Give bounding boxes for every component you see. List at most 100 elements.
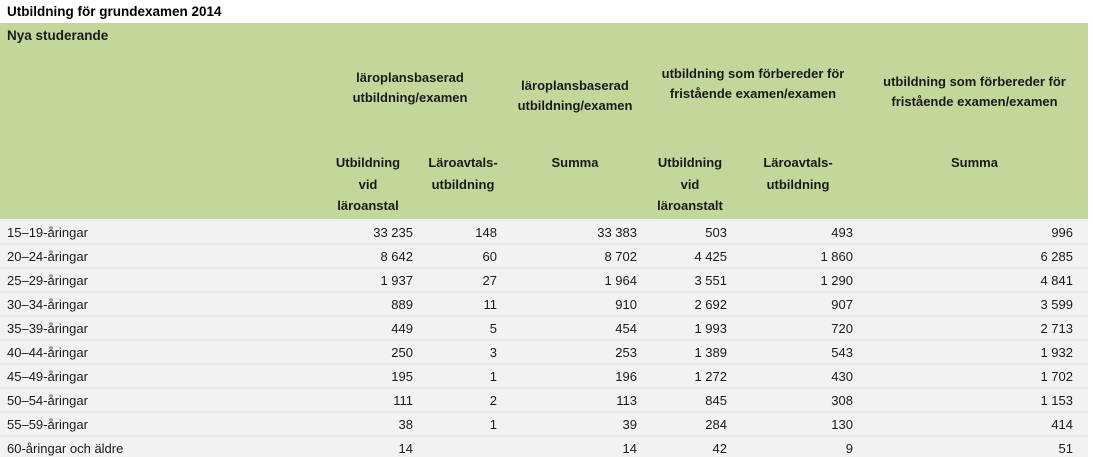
row-label: 30–34-åringar: [0, 291, 315, 316]
cell-value: 111: [315, 387, 421, 412]
row-label: 40–44-åringar: [0, 339, 315, 364]
cell-value: 2 713: [861, 315, 1089, 340]
cell-value: 51: [861, 435, 1089, 457]
cell-value: 2: [421, 387, 505, 412]
cell-value: 1 702: [861, 363, 1089, 388]
cell-value: 1 964: [505, 267, 645, 292]
cell-value: 284: [645, 411, 735, 436]
row-label: 20–24-åringar: [0, 243, 315, 268]
cell-value: 1 860: [735, 243, 861, 268]
row-label: 15–19-åringar: [0, 219, 315, 244]
table-row: 15–19-åringar 33 235 148 33 383 503 493 996: [0, 219, 1089, 244]
cell-value: 250: [315, 339, 421, 364]
cell-value: 11: [421, 291, 505, 316]
cell-value: 2 692: [645, 291, 735, 316]
cell-value: 503: [645, 219, 735, 244]
row-label: 55–59-åringar: [0, 411, 315, 436]
cell-value: 889: [315, 291, 421, 316]
row-label: 45–49-åringar: [0, 363, 315, 388]
cell-value: 3: [421, 339, 505, 364]
cell-value: 1 290: [735, 267, 861, 292]
cell-value: 148: [421, 219, 505, 244]
column-header-utbildning-vid-laroanstalt: Utbildning vid läroanstalt: [645, 149, 735, 220]
table-row: 60-åringar och äldre 14 14 42 9 51: [0, 435, 1089, 457]
cell-value: 253: [505, 339, 645, 364]
cell-value: 8 642: [315, 243, 421, 268]
cell-value: 195: [315, 363, 421, 388]
cell-value: 308: [735, 387, 861, 412]
table-row: 20–24-åringar 8 642 60 8 702 4 425 1 860 6 285: [0, 243, 1089, 268]
cell-value: 1 993: [645, 315, 735, 340]
table-body: 15–19-åringar 33 235 148 33 383 503 493 996 20–…: [0, 219, 1089, 457]
cell-value: 430: [735, 363, 861, 388]
cell-value: 1 937: [315, 267, 421, 292]
row-label: 60-åringar och äldre: [0, 435, 315, 457]
cell-value: 3 599: [861, 291, 1089, 316]
cell-value: 910: [505, 291, 645, 316]
data-table: Nya studerande läroplansbaserad utbildni…: [0, 23, 1089, 457]
group-header-fristaende-summa: utbildning som förbereder för fristående…: [861, 54, 1089, 149]
cell-value: 39: [505, 411, 645, 436]
cell-value: 493: [735, 219, 861, 244]
cell-value: 720: [735, 315, 861, 340]
cell-value: 449: [315, 315, 421, 340]
table-header: Nya studerande läroplansbaserad utbildni…: [0, 23, 1089, 220]
cell-value: 1 153: [861, 387, 1089, 412]
table-row: 40–44-åringar 250 3 253 1 389 543 1 932: [0, 339, 1089, 364]
column-header-laroavtalsutbildning-2: Läroavtals- utbildning: [735, 149, 861, 220]
table-subtitle: Nya studerande: [0, 23, 1089, 54]
cell-value: 543: [735, 339, 861, 364]
table-row: 35–39-åringar 449 5 454 1 993 720 2 713: [0, 315, 1089, 340]
cell-value: 4 841: [861, 267, 1089, 292]
cell-value: 1: [421, 363, 505, 388]
cell-value: 14: [315, 435, 421, 457]
cell-value: 33 383: [505, 219, 645, 244]
table-row: 50–54-åringar 111 2 113 845 308 1 153: [0, 387, 1089, 412]
group-header-row: läroplansbaserad utbildning/examen lärop…: [0, 54, 1089, 149]
cell-value: 27: [421, 267, 505, 292]
cell-value: 196: [505, 363, 645, 388]
cell-value: 8 702: [505, 243, 645, 268]
cell-value: 1: [421, 411, 505, 436]
corner-cell: [0, 54, 315, 149]
cell-value: 130: [735, 411, 861, 436]
cell-value: 1 932: [861, 339, 1089, 364]
cell-value: 33 235: [315, 219, 421, 244]
cell-value: 6 285: [861, 243, 1089, 268]
cell-value: 14: [505, 435, 645, 457]
cell-value: 38: [315, 411, 421, 436]
cell-value: [421, 435, 505, 457]
column-header-laroavtalsutbildning: Läroavtals- utbildning: [421, 149, 505, 220]
cell-value: 907: [735, 291, 861, 316]
table-row: 55–59-åringar 38 1 39 284 130 414: [0, 411, 1089, 436]
row-label: 25–29-åringar: [0, 267, 315, 292]
group-header-laroplansbaserad-summa: läroplansbaserad utbildning/examen: [505, 54, 645, 149]
cell-value: 3 551: [645, 267, 735, 292]
corner-cell: [0, 149, 315, 220]
page-title: Utbildning för grundexamen 2014: [7, 4, 222, 19]
cell-value: 996: [861, 219, 1089, 244]
table-row: 45–49-åringar 195 1 196 1 272 430 1 702: [0, 363, 1089, 388]
column-header-row: Utbildning vid läroanstal Läroavtals- ut…: [0, 149, 1089, 220]
row-label: 35–39-åringar: [0, 315, 315, 340]
cell-value: 5: [421, 315, 505, 340]
group-header-fristaende: utbildning som förbereder för fristående…: [645, 54, 861, 149]
cell-value: 60: [421, 243, 505, 268]
table-row: 30–34-åringar 889 11 910 2 692 907 3 599: [0, 291, 1089, 316]
cell-value: 845: [645, 387, 735, 412]
cell-value: 113: [505, 387, 645, 412]
cell-value: 414: [861, 411, 1089, 436]
column-header-summa: Summa: [505, 149, 645, 220]
subtitle-band: Nya studerande: [0, 23, 1089, 54]
column-header-summa-2: Summa: [861, 149, 1089, 220]
table-row: 25–29-åringar 1 937 27 1 964 3 551 1 290 4 841: [0, 267, 1089, 292]
cell-value: 454: [505, 315, 645, 340]
column-header-utbildning-vid-laroanstal: Utbildning vid läroanstal: [315, 149, 421, 220]
cell-value: 4 425: [645, 243, 735, 268]
group-header-laroplansbaserad: läroplansbaserad utbildning/examen: [315, 54, 505, 149]
row-label: 50–54-åringar: [0, 387, 315, 412]
cell-value: 1 272: [645, 363, 735, 388]
cell-value: 42: [645, 435, 735, 457]
cell-value: 9: [735, 435, 861, 457]
